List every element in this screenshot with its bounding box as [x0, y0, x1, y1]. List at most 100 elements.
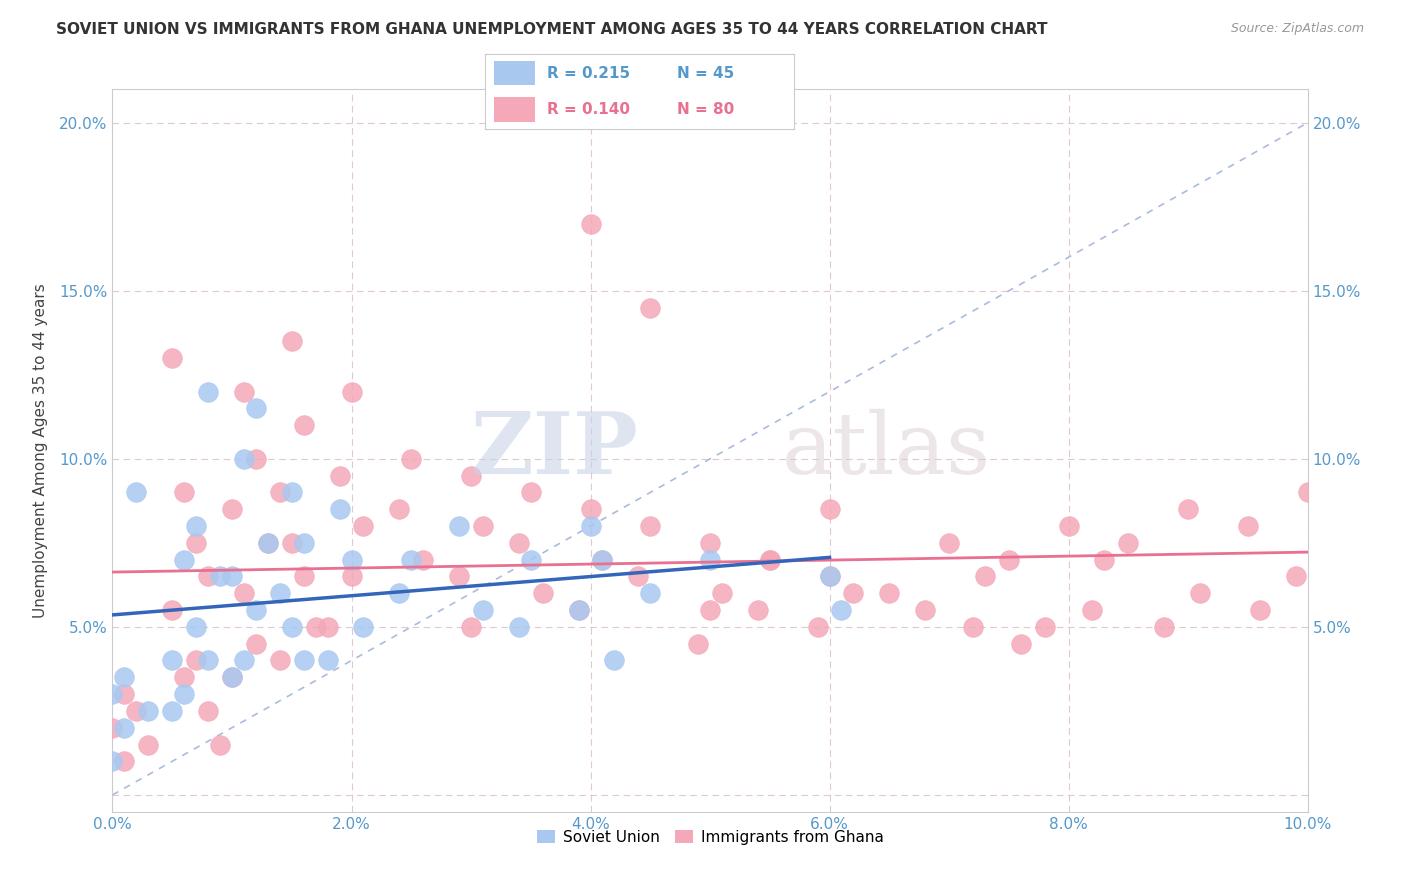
- Point: [1177, 502, 1199, 516]
- Point: [173, 687, 195, 701]
- Point: [209, 569, 232, 583]
- Point: [998, 552, 1021, 566]
- Point: [592, 552, 614, 566]
- Point: [401, 552, 423, 566]
- Point: [1237, 519, 1260, 533]
- Point: [938, 536, 960, 550]
- Point: [186, 653, 208, 667]
- Point: [162, 603, 183, 617]
- Point: [114, 721, 135, 735]
- Point: [138, 704, 160, 718]
- Point: [914, 603, 936, 617]
- Point: [186, 620, 208, 634]
- Point: [640, 519, 662, 533]
- Point: [640, 301, 662, 315]
- Point: [281, 620, 304, 634]
- Point: [1285, 569, 1308, 583]
- Point: [292, 418, 315, 433]
- Point: [449, 519, 471, 533]
- Point: [627, 569, 650, 583]
- Point: [125, 704, 148, 718]
- Point: [1094, 552, 1116, 566]
- Point: [197, 384, 219, 399]
- Text: SOVIET UNION VS IMMIGRANTS FROM GHANA UNEMPLOYMENT AMONG AGES 35 TO 44 YEARS COR: SOVIET UNION VS IMMIGRANTS FROM GHANA UN…: [56, 22, 1047, 37]
- Point: [699, 603, 721, 617]
- Point: [245, 603, 267, 617]
- Text: R = 0.140: R = 0.140: [547, 102, 630, 117]
- Point: [699, 536, 721, 550]
- Point: [245, 401, 267, 416]
- Point: [688, 637, 710, 651]
- Point: [508, 536, 530, 550]
- Point: [197, 704, 219, 718]
- Point: [579, 217, 602, 231]
- Point: [305, 620, 328, 634]
- Point: [340, 569, 363, 583]
- Point: [520, 485, 543, 500]
- Point: [257, 536, 280, 550]
- Point: [640, 586, 662, 600]
- Point: [101, 754, 124, 768]
- Point: [269, 586, 291, 600]
- Point: [340, 384, 363, 399]
- Point: [460, 468, 482, 483]
- Point: [711, 586, 734, 600]
- Text: N = 80: N = 80: [676, 102, 734, 117]
- Point: [197, 653, 219, 667]
- Point: [1118, 536, 1140, 550]
- Text: ZIP: ZIP: [471, 409, 638, 492]
- Point: [221, 569, 243, 583]
- Point: [807, 620, 830, 634]
- Point: [221, 670, 243, 684]
- Point: [281, 334, 304, 349]
- Point: [329, 502, 352, 516]
- Point: [818, 569, 841, 583]
- Point: [472, 519, 495, 533]
- Point: [257, 536, 280, 550]
- Point: [173, 485, 195, 500]
- Point: [472, 603, 495, 617]
- Point: [759, 552, 782, 566]
- Point: [186, 519, 208, 533]
- Point: [233, 586, 256, 600]
- Point: [568, 603, 591, 617]
- Point: [1189, 586, 1212, 600]
- Point: [353, 620, 375, 634]
- Point: [173, 552, 195, 566]
- Point: [233, 384, 256, 399]
- Point: [245, 451, 267, 466]
- Point: [962, 620, 984, 634]
- Point: [114, 754, 135, 768]
- Point: [508, 620, 530, 634]
- Point: [281, 485, 304, 500]
- Point: [114, 687, 135, 701]
- Point: [125, 485, 148, 500]
- Point: [281, 536, 304, 550]
- Point: [747, 603, 769, 617]
- Text: N = 45: N = 45: [676, 66, 734, 81]
- Point: [579, 502, 602, 516]
- Point: [245, 637, 267, 651]
- Point: [269, 485, 291, 500]
- Point: [1033, 620, 1056, 634]
- Point: [699, 552, 721, 566]
- Point: [460, 620, 482, 634]
- Point: [818, 569, 841, 583]
- Point: [162, 704, 183, 718]
- Point: [449, 569, 471, 583]
- Point: [292, 653, 315, 667]
- Point: [292, 536, 315, 550]
- Point: [221, 670, 243, 684]
- Point: [388, 502, 411, 516]
- Point: [1081, 603, 1104, 617]
- Point: [1010, 637, 1032, 651]
- Point: [818, 502, 841, 516]
- Point: [353, 519, 375, 533]
- Point: [233, 451, 256, 466]
- Point: [197, 569, 219, 583]
- Point: [269, 653, 291, 667]
- Bar: [495, 97, 534, 122]
- Point: [162, 653, 183, 667]
- Point: [221, 502, 243, 516]
- Point: [340, 552, 363, 566]
